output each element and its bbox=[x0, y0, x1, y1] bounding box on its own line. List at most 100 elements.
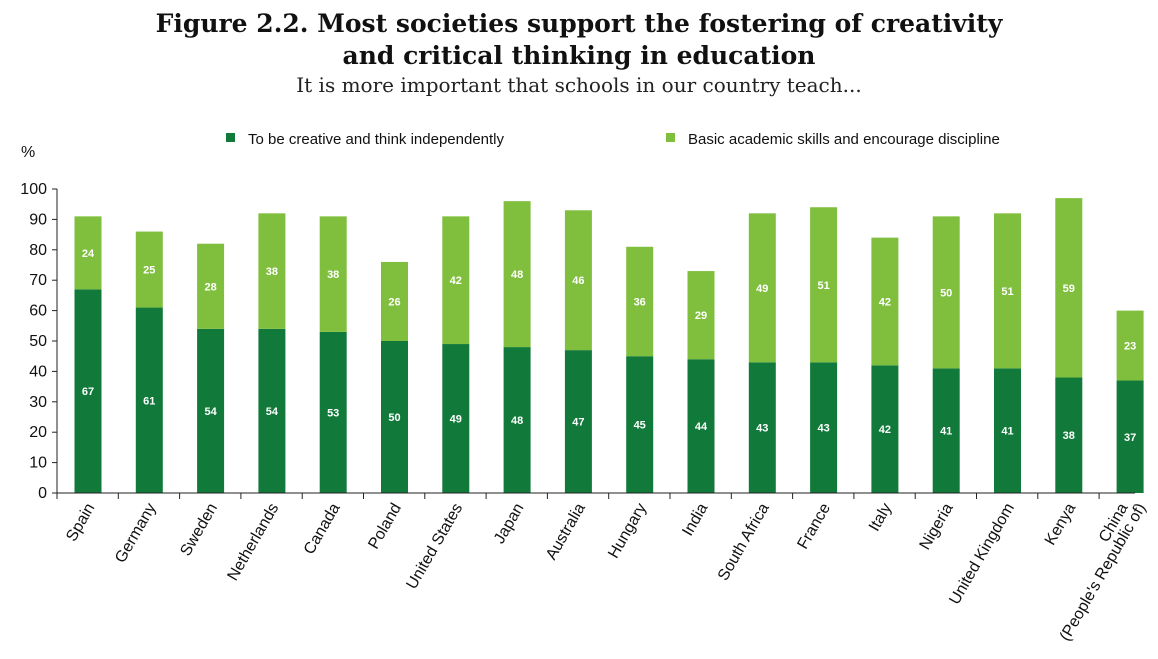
category-label: Netherlands bbox=[225, 501, 283, 584]
y-tick-label: 80 bbox=[29, 242, 47, 259]
y-tick-label: 10 bbox=[29, 455, 47, 472]
y-tick-label: 60 bbox=[29, 303, 47, 320]
bar-segment bbox=[503, 347, 531, 493]
bar-segment bbox=[871, 365, 899, 493]
data-label: 42 bbox=[879, 424, 891, 436]
bar-segment bbox=[1116, 310, 1144, 381]
category-label: France bbox=[794, 500, 834, 552]
bar-segment bbox=[810, 362, 838, 493]
bar-segment bbox=[74, 216, 102, 290]
y-tick-label: 30 bbox=[29, 394, 47, 411]
data-label: 38 bbox=[266, 266, 278, 278]
bar-segment bbox=[932, 368, 960, 493]
data-label: 38 bbox=[327, 269, 339, 281]
data-label: 44 bbox=[695, 421, 708, 433]
data-label: 26 bbox=[388, 296, 400, 308]
data-label: 43 bbox=[817, 423, 829, 435]
data-label: 24 bbox=[82, 248, 95, 260]
category-label: Canada bbox=[301, 500, 344, 557]
y-axis: 0 10 20 30 40 50 60 70 80 90 100 bbox=[20, 181, 58, 502]
chart-subtitle: It is more important that schools in our… bbox=[296, 73, 862, 97]
data-label: 51 bbox=[817, 280, 829, 292]
data-label: 50 bbox=[388, 412, 400, 424]
bar-segment bbox=[135, 307, 163, 493]
bar-segment bbox=[319, 216, 347, 332]
data-label: 45 bbox=[634, 420, 646, 432]
data-label: 49 bbox=[756, 283, 768, 295]
category-label: Italy bbox=[866, 501, 895, 535]
data-label: 51 bbox=[1001, 286, 1013, 298]
category-label: South Africa bbox=[715, 500, 773, 583]
chart-title-line-2: and critical thinking in education bbox=[342, 41, 816, 70]
bar-segment bbox=[1055, 377, 1083, 493]
category-label: Sweden bbox=[177, 501, 221, 560]
legend-label-1: To be creative and think independently bbox=[248, 131, 505, 148]
data-label: 54 bbox=[266, 406, 279, 418]
y-tick-label: 90 bbox=[29, 211, 47, 228]
data-label: 46 bbox=[572, 275, 584, 287]
bar-segment bbox=[994, 368, 1021, 493]
data-label: 41 bbox=[940, 426, 952, 438]
bar-segment bbox=[381, 261, 408, 341]
data-label: 48 bbox=[511, 415, 523, 427]
y-tick-label: 50 bbox=[29, 333, 47, 350]
category-label: Germany bbox=[112, 501, 160, 566]
y-axis-label: % bbox=[21, 144, 35, 161]
bar-segment bbox=[319, 331, 347, 493]
data-label: 53 bbox=[327, 407, 339, 419]
chart-title-line-1: Figure 2.2. Most societies support the f… bbox=[155, 9, 1003, 38]
legend-swatch-1 bbox=[226, 133, 235, 142]
bar-segment bbox=[1116, 380, 1144, 493]
data-label: 42 bbox=[450, 275, 462, 287]
category-label: Poland bbox=[365, 501, 405, 553]
bar-segment bbox=[503, 201, 531, 348]
data-label: 23 bbox=[1124, 341, 1136, 353]
data-label: 41 bbox=[1001, 426, 1013, 438]
bar-segment bbox=[258, 213, 286, 329]
bar-segment bbox=[442, 344, 470, 493]
bar-segment bbox=[871, 237, 899, 366]
category-label: India bbox=[679, 500, 711, 539]
bar-segment bbox=[381, 341, 408, 493]
bar-segment bbox=[687, 271, 715, 360]
category-label: Kenya bbox=[1042, 500, 1079, 548]
data-label: 59 bbox=[1063, 283, 1075, 295]
legend-swatch-2 bbox=[666, 133, 675, 142]
category-label: Australia bbox=[543, 500, 589, 562]
data-label: 43 bbox=[756, 423, 768, 435]
bar-segment bbox=[932, 216, 960, 369]
y-tick-label: 100 bbox=[20, 181, 47, 198]
data-label: 36 bbox=[634, 296, 646, 308]
y-tick-label: 0 bbox=[38, 485, 47, 502]
bar-segment bbox=[135, 231, 163, 308]
data-label: 38 bbox=[1063, 430, 1075, 442]
data-label: 54 bbox=[204, 406, 217, 418]
bar-segment bbox=[994, 213, 1021, 369]
data-label: 42 bbox=[879, 296, 891, 308]
bar-segment bbox=[1055, 198, 1083, 378]
bar-segment bbox=[564, 350, 592, 493]
data-label: 37 bbox=[1124, 432, 1136, 444]
bar-segment bbox=[197, 328, 225, 493]
category-label: Nigeria bbox=[917, 500, 957, 552]
x-axis: Spain Germany Sweden Netherlands Canada Polan… bbox=[56, 492, 1150, 644]
y-tick-label: 70 bbox=[29, 272, 47, 289]
data-label: 29 bbox=[695, 310, 707, 322]
data-label: 25 bbox=[143, 265, 155, 277]
bar-segment bbox=[626, 246, 654, 357]
category-label: Hungary bbox=[605, 501, 650, 562]
y-tick-label: 40 bbox=[29, 363, 47, 380]
category-label: Japan bbox=[491, 501, 528, 547]
bar-segment bbox=[564, 210, 592, 351]
bar-segment bbox=[197, 243, 225, 329]
title-block: Figure 2.2. Most societies support the f… bbox=[0, 8, 1158, 98]
category-label: Spain bbox=[63, 501, 98, 545]
bar-segment bbox=[74, 289, 102, 493]
legend: To be creative and think independently Ba… bbox=[226, 131, 1000, 148]
bar-segment bbox=[748, 213, 776, 363]
data-label: 28 bbox=[204, 281, 216, 293]
data-label: 67 bbox=[82, 386, 94, 398]
bar-segment bbox=[810, 207, 838, 363]
category-label: United Kingdom bbox=[946, 501, 1018, 608]
